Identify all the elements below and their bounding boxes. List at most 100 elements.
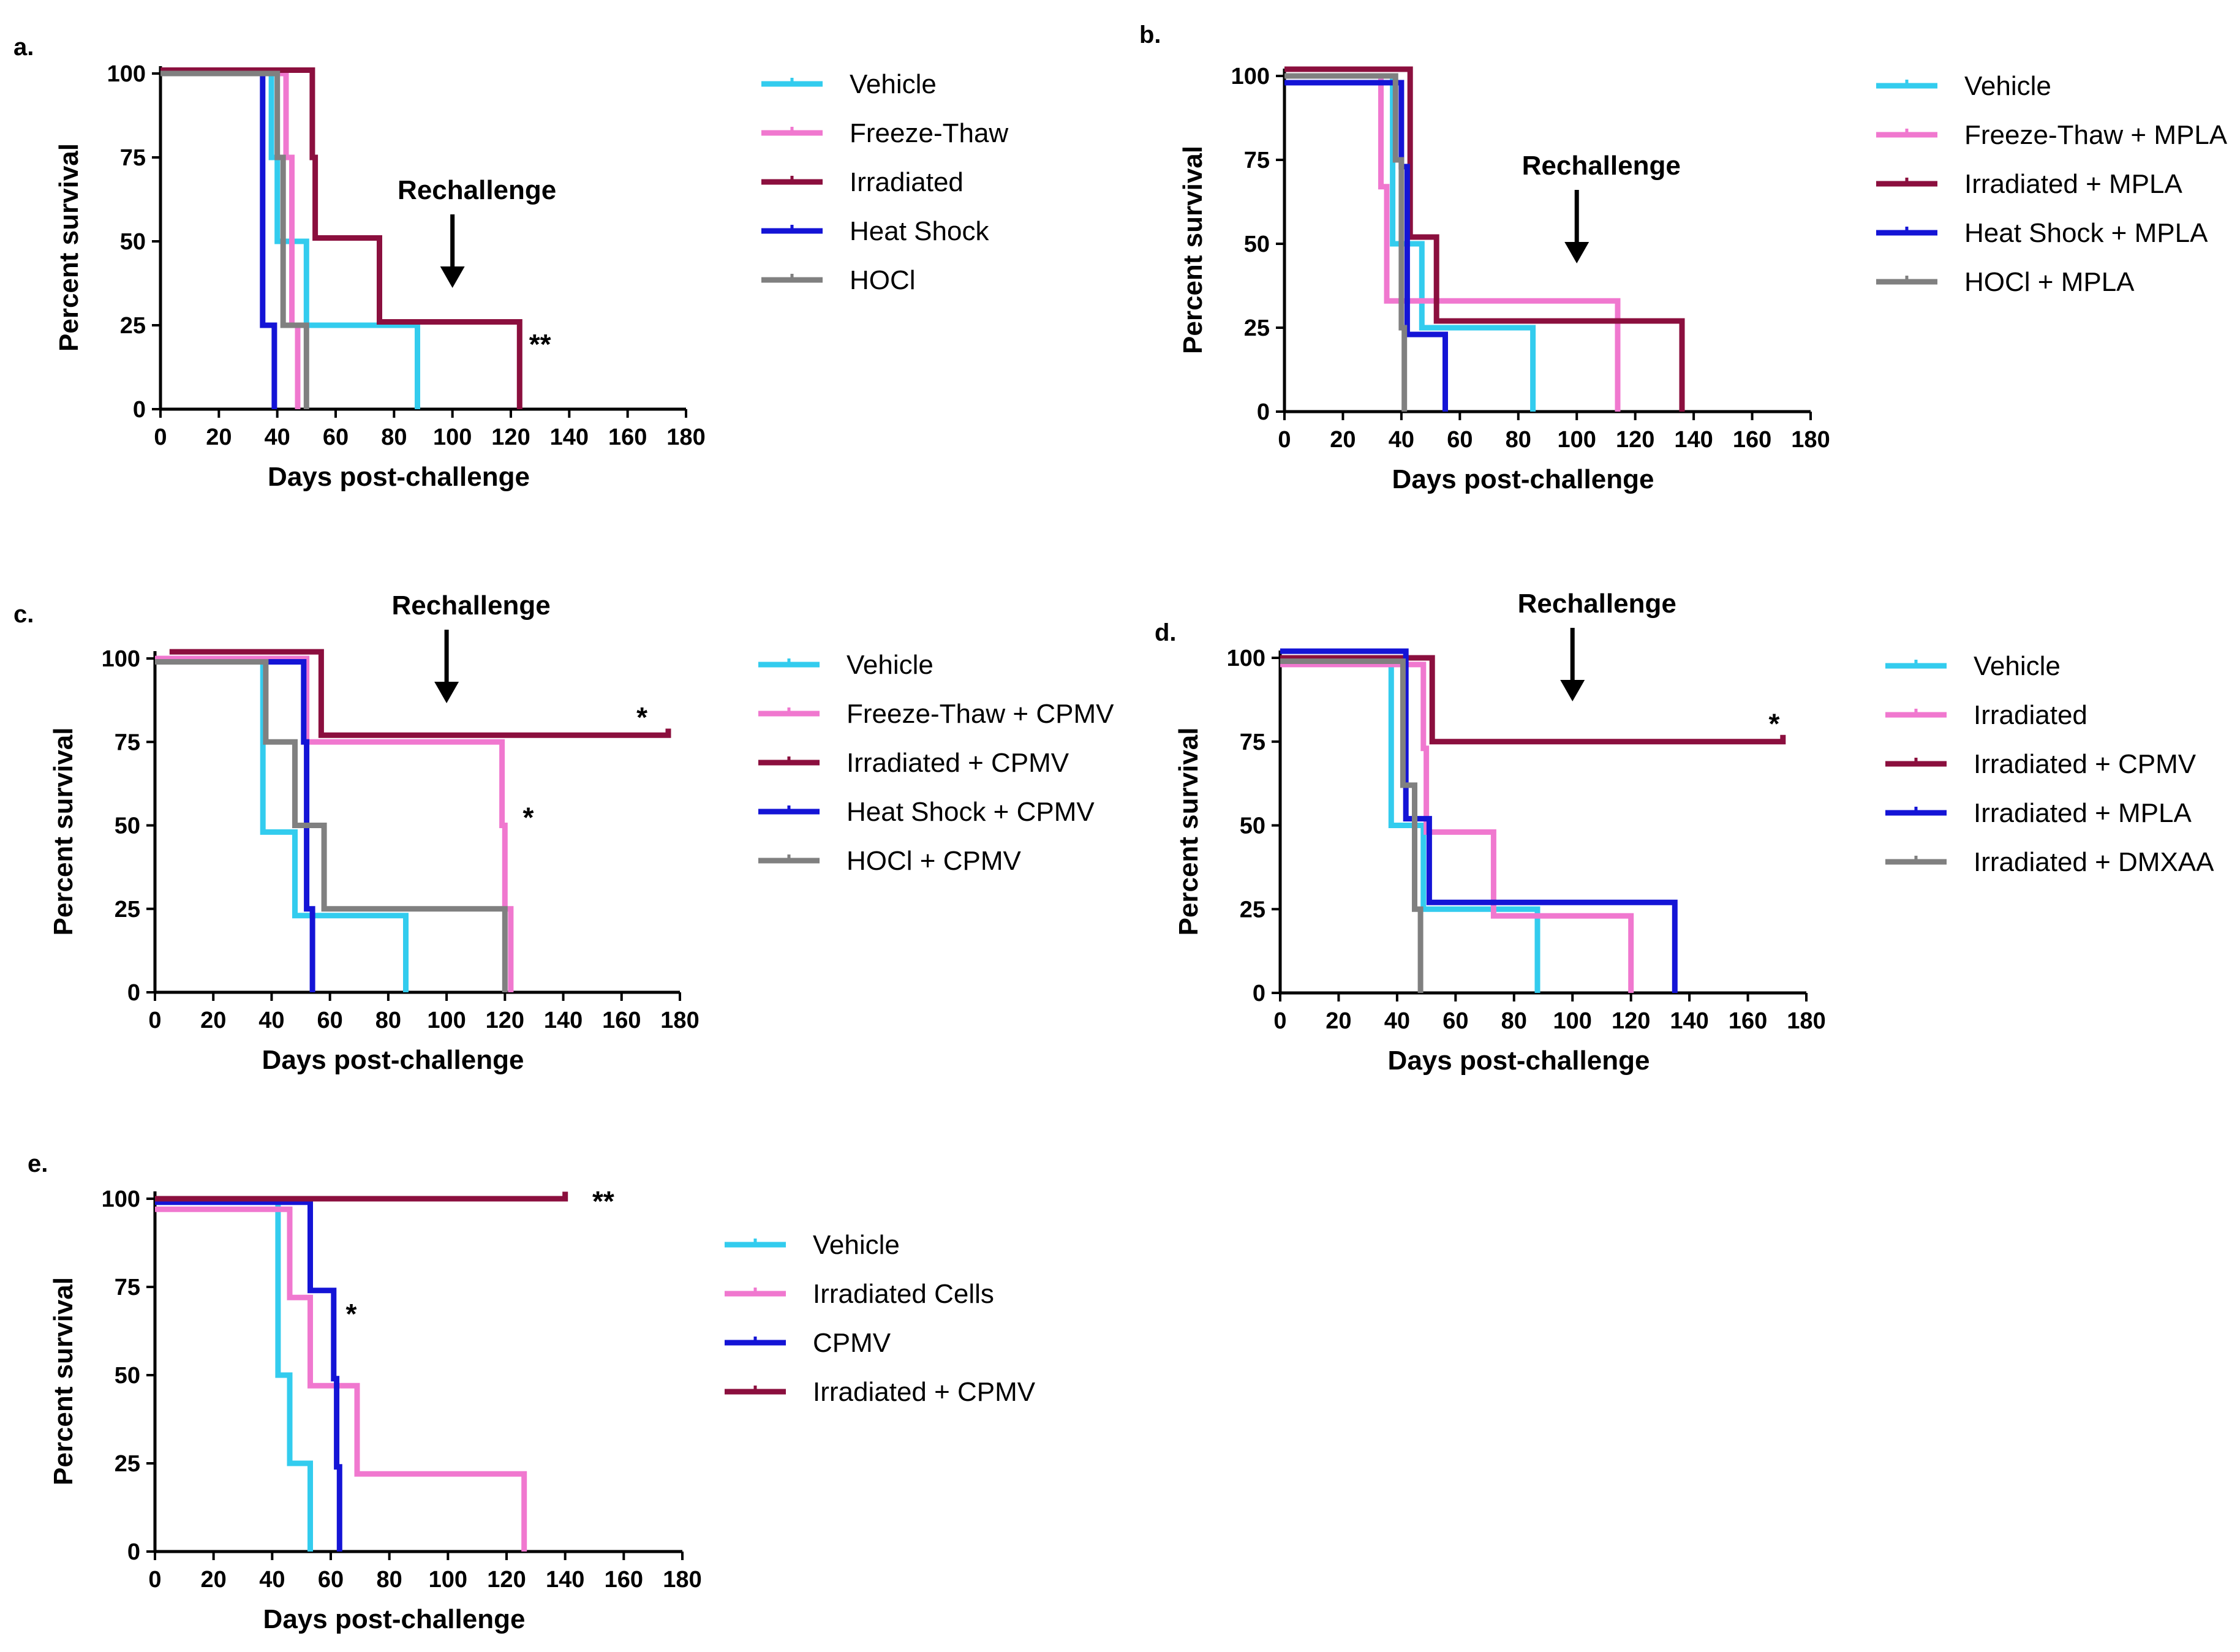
series-line-vehicle [155,659,409,992]
series-line-heat-shock-mpla [1284,80,1448,412]
series-line-irradiated-cpmv [1280,655,1786,745]
significance-marker: * [522,802,534,834]
x-tick-label: 40 [259,1567,285,1593]
y-tick-label: 0 [1253,981,1265,1006]
series-line-irradiated-cells [155,1206,527,1552]
legend-label: Heat Shock + CPMV [847,797,1095,827]
x-tick-label: 120 [1616,427,1654,453]
significance-marker: * [346,1298,357,1330]
legend-label: Vehicle [850,69,937,99]
x-tick-label: 160 [608,424,647,450]
x-axis-title: Days post-challenge [263,1604,526,1634]
significance-marker: * [636,701,647,733]
y-axis-title: Percent survival [54,143,84,352]
x-tick-label: 60 [1447,427,1473,453]
legend-label: Freeze-Thaw + MPLA [1964,120,2228,150]
x-tick-label: 80 [375,1008,401,1033]
x-tick-label: 160 [602,1008,641,1033]
rechallenge-arrow-head [1560,680,1585,701]
chart-panel-4: d. 0 20 40 60 80 100 120 140 160 180 0 25 50 75 100 Days… [1155,589,2214,1076]
series-line-heat-shock-cpmv [155,659,315,992]
x-tick-label: 60 [318,1567,344,1593]
x-tick-label: 100 [433,424,472,450]
x-tick-label: 20 [1330,427,1356,453]
y-tick-label: 50 [1244,232,1270,257]
series-line-vehicle [1280,655,1540,993]
x-tick-label: 80 [1506,427,1531,453]
y-tick-label: 0 [127,1539,140,1565]
legend-label: HOCl + CPMV [847,846,1021,876]
y-tick-label: 100 [1231,64,1270,89]
series-line-irradiated-dmxaa [1280,658,1424,993]
legend-label: Vehicle [1974,651,2061,681]
chart-panel-1: a. 0 20 40 60 80 100 120 140 160 180 0 25 50 75 100 Days… [13,34,1008,492]
legend-label: Vehicle [847,650,933,680]
y-tick-label: 25 [1240,897,1265,922]
x-tick-label: 40 [1389,427,1414,453]
series-line-vehicle [155,1196,313,1552]
y-axis-title: Percent survival [1178,146,1208,354]
x-tick-label: 40 [1384,1008,1410,1034]
series-line-irradiated-cpmv [169,649,671,738]
legend-label: Irradiated + MPLA [1974,798,2192,828]
series-line-hocl [160,70,309,409]
x-tick-label: 140 [546,1567,584,1593]
x-axis-title: Days post-challenge [268,462,530,492]
x-tick-label: 180 [1791,427,1830,453]
y-tick-label: 75 [1240,730,1265,755]
x-tick-label: 160 [1733,427,1771,453]
series-line-hocl-mpla [1284,73,1408,412]
y-tick-label: 25 [115,1451,140,1477]
x-tick-label: 180 [1787,1008,1825,1034]
legend-label: Irradiated Cells [813,1279,994,1309]
y-tick-label: 75 [115,1275,140,1300]
rechallenge-arrow-head [440,266,465,288]
series-line-vehicle [160,70,420,409]
series-line-irradiated [1280,662,1634,993]
legend-label: Irradiated [850,167,964,197]
series-line-irradiated-cpmv [155,1191,568,1202]
y-tick-label: 100 [102,1186,140,1212]
legend-label: Freeze-Thaw + CPMV [847,699,1114,729]
x-tick-label: 100 [427,1008,466,1033]
series-line-freeze-thaw-cpmv [155,655,514,992]
chart-panel-2: b. 0 20 40 60 80 100 120 140 160 180 0 25 50 75 100 Days… [1139,21,2228,494]
x-tick-label: 80 [377,1567,402,1593]
panel-letter: a. [13,34,34,61]
y-tick-label: 100 [102,646,140,672]
x-tick-label: 180 [666,424,705,450]
x-tick-label: 100 [429,1567,467,1593]
y-tick-label: 50 [115,813,140,839]
x-tick-label: 0 [148,1008,161,1033]
x-tick-label: 20 [206,424,232,450]
x-tick-label: 20 [200,1008,226,1033]
x-tick-label: 20 [201,1567,227,1593]
series-line-irradiated [160,67,522,409]
x-tick-label: 120 [486,1008,524,1033]
legend-label: Irradiated + CPMV [1974,749,2197,779]
series-line-cpmv [155,1199,342,1552]
x-tick-label: 140 [1674,427,1713,453]
x-tick-label: 100 [1558,427,1596,453]
series-line-irradiated-mpla [1284,66,1685,412]
x-tick-label: 40 [265,424,290,450]
panel-letter: c. [13,601,34,628]
x-tick-label: 180 [663,1567,701,1593]
panel-letter: e. [28,1150,48,1177]
rechallenge-arrow-head [1564,242,1589,263]
x-tick-label: 120 [491,424,530,450]
rechallenge-label: Rechallenge [1518,589,1676,619]
significance-marker: ** [529,328,551,360]
panel-letter: d. [1155,619,1177,646]
y-tick-label: 25 [1244,315,1270,341]
significance-marker: * [1769,707,1780,739]
legend-label: Irradiated + DMXAA [1974,847,2214,877]
x-tick-label: 60 [317,1008,343,1033]
x-tick-label: 140 [1670,1008,1708,1034]
y-tick-label: 0 [1257,399,1270,425]
legend-label: HOCl + MPLA [1964,267,2135,297]
legend-label: Irradiated + CPMV [847,748,1069,778]
x-tick-label: 60 [1442,1008,1468,1034]
y-tick-label: 0 [127,980,140,1006]
